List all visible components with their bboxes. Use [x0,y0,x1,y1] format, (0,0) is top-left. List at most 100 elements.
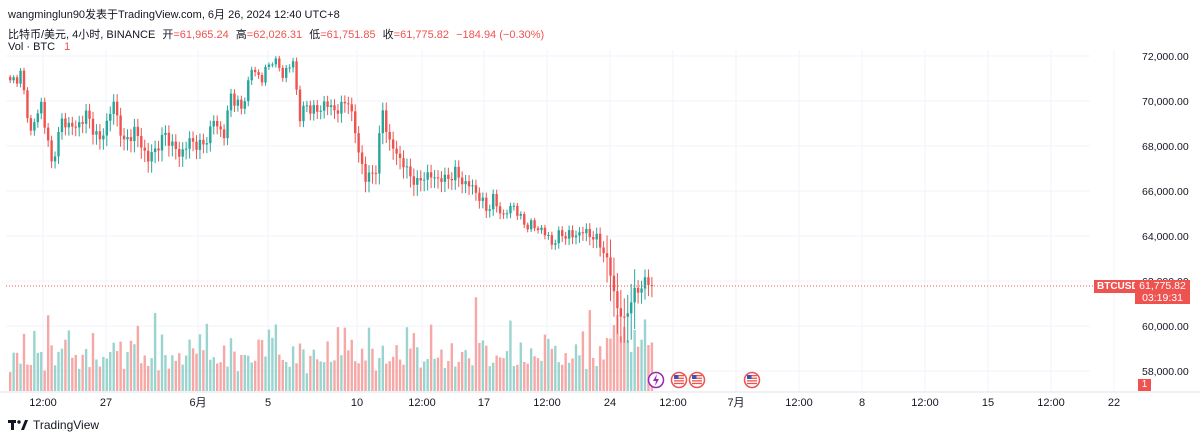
volume-bar [578,355,581,391]
candle-body [616,291,619,309]
candle-body [416,178,419,185]
volume-bar [285,361,288,391]
volume-bar [322,362,326,391]
us-flag-icon[interactable] [670,371,688,389]
volume-bar [136,325,140,391]
volume-bar [74,354,77,391]
candle-body [53,156,57,162]
symbol-legend: 比特币/美元, 4小时, BINANCE 开=61,965.24 高=62,02… [8,26,544,42]
volume-bar [485,345,488,391]
flag-icon-stripe [747,377,757,379]
candle-body [633,287,636,303]
volume-bar [509,320,512,391]
open-value: =61,965.24 [173,29,229,41]
flag-icon-stripe [674,380,684,382]
candle-body [136,126,140,136]
candle-body [36,113,39,123]
price-axis-label: 70,000.00 [1142,96,1189,108]
volume-bar [371,348,374,391]
us-flag-icon[interactable] [688,371,706,389]
volume-bar [398,359,402,391]
volume-bar [561,364,564,391]
volume-bar [129,340,133,391]
candle-body [557,230,560,244]
symbol-price-tag: BTCUSD [1094,280,1142,293]
volume-bar [636,346,640,391]
volume-bar [367,327,371,391]
candle-body [298,89,302,122]
candle-body [26,90,29,119]
candle-body [247,80,250,102]
candle-body [19,70,22,84]
candle-body [547,235,550,237]
scale-badge[interactable]: 1 [1138,379,1151,391]
volume-bar [247,355,250,391]
price-axis-label: 60,000.00 [1142,321,1189,333]
candle-body [122,135,126,140]
volume-bar [426,359,429,391]
volume-bar [557,362,560,391]
candle-body [609,257,612,276]
volume-bar [630,351,633,391]
volume-bar [474,297,478,391]
volume-bars [9,297,654,391]
volume-bar [291,346,295,391]
volume-bar [357,363,360,391]
flag-icon-ring [743,371,761,389]
candle-body [636,287,640,293]
time-axis-label: 12:00 [785,397,813,409]
volume-bar [195,353,198,391]
candle-body [395,148,398,154]
lightning-icon[interactable] [647,371,665,389]
candle-body [309,105,312,114]
time-axis-label: 5 [265,397,271,409]
volume-bar [505,351,509,391]
candle-body [336,110,340,114]
candle-body [174,141,177,149]
volume-bar [212,357,215,391]
candle-body [519,214,522,216]
volume-bar [457,361,460,391]
volume-bar [43,370,46,391]
candle-body [516,205,519,216]
volume-bar [567,362,571,391]
flag-icon-stripe [674,375,684,377]
volume-bar [633,330,636,391]
time-axis-label: 6月 [189,397,206,409]
volume-bar [416,347,419,391]
symbol-name[interactable]: 比特币/美元, 4小时, BINANCE [8,29,156,41]
time-axis-label: 15 [982,397,994,409]
time-axis-label: 24 [604,397,616,409]
volume-bar [326,341,329,391]
bar-countdown: 03:19:31 [1142,292,1183,304]
candle-body [360,152,364,164]
candle-body [592,237,595,240]
volume-bar [364,360,367,391]
candle-body [326,101,329,108]
us-flag-icon[interactable] [743,371,761,389]
volume-bar [205,323,209,391]
candle-body [178,148,181,157]
tradingview-brand[interactable]: TradingView [8,418,99,432]
candle-body [567,230,571,239]
volume-bar [295,363,298,391]
candle-body [81,122,84,124]
candle-body [350,104,353,112]
candle-body [316,105,319,112]
candle-body [495,193,498,207]
candle-body [329,105,333,108]
high-value: =62,026.31 [246,29,303,41]
candle-body [319,110,322,112]
volume-bar [260,339,264,391]
candle-body [485,197,488,211]
price-axis-label: 68,000.00 [1142,141,1189,153]
volume-bar [598,346,602,391]
candle-body [447,174,450,179]
candle-body [436,177,440,179]
candle-body [574,235,578,238]
candle-body [88,110,91,119]
candle-body [364,163,367,182]
candle-body [22,70,26,91]
candle-body [457,166,460,178]
